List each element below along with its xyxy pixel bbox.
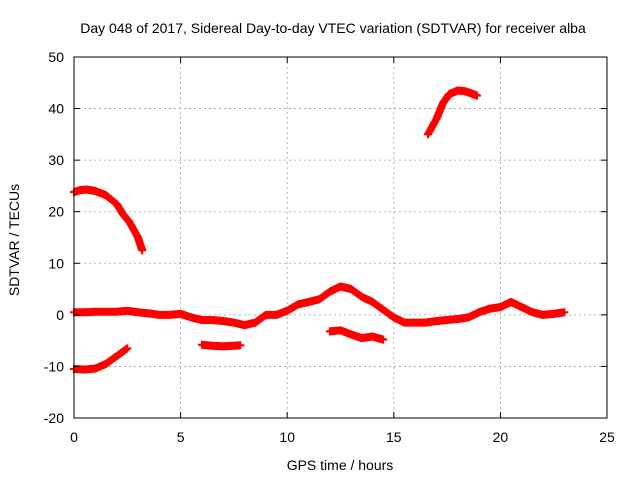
y-tick-label: 20	[48, 204, 64, 220]
chart-title: Day 048 of 2017, Sidereal Day-to-day VTE…	[80, 20, 586, 36]
y-axis-label: SDTVAR / TECUs	[6, 184, 22, 296]
x-axis-label: GPS time / hours	[287, 457, 394, 473]
data-series	[70, 86, 569, 374]
x-tick-label: 5	[177, 429, 185, 445]
y-tick-label: -20	[44, 410, 64, 426]
x-tick-label: 25	[599, 429, 615, 445]
data-point-markers	[70, 185, 147, 255]
y-tick-label: 40	[48, 101, 64, 117]
x-tick-label: 15	[386, 429, 402, 445]
x-tick-label: 20	[493, 429, 509, 445]
series-3	[197, 340, 245, 351]
data-point-markers	[325, 326, 388, 344]
y-tick-label: 0	[56, 307, 64, 323]
y-tick-label: 10	[48, 255, 64, 271]
plot-frame	[73, 56, 608, 419]
data-point-markers	[197, 340, 245, 351]
series-1	[70, 185, 147, 255]
x-axis-ticks: 0 5 10 15 20 25	[70, 57, 615, 445]
grid	[74, 57, 607, 418]
y-tick-label: 50	[48, 49, 64, 65]
data-point-markers	[70, 344, 132, 374]
y-tick-label: -10	[44, 358, 64, 374]
y-tick-label: 30	[48, 152, 64, 168]
y-axis-ticks: -20 -10 0 10 20 30 40 50	[44, 49, 607, 426]
x-tick-label: 0	[70, 429, 78, 445]
series-0	[70, 282, 569, 330]
data-point-markers	[423, 86, 481, 139]
x-tick-label: 10	[279, 429, 295, 445]
series-2	[70, 344, 132, 374]
series-5	[423, 86, 481, 139]
series-4	[325, 326, 388, 344]
data-point-markers	[70, 282, 569, 330]
